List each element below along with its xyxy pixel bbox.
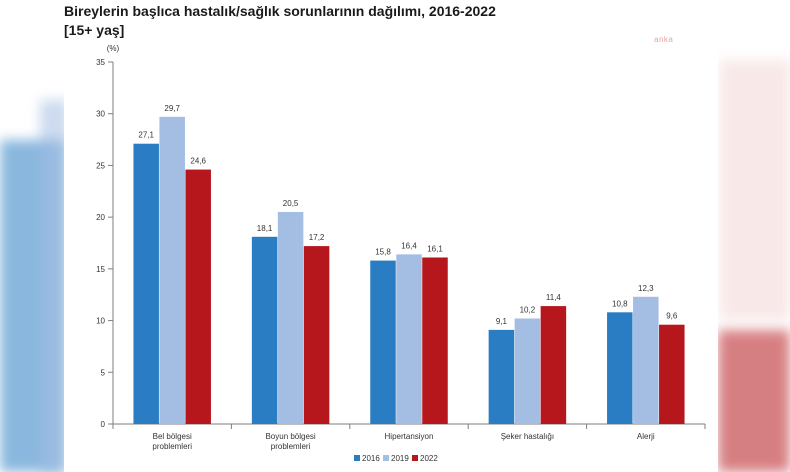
bar-2016: [133, 143, 159, 425]
x-category-label: Boyun bölgesi: [265, 432, 315, 441]
legend-label: 2019: [391, 454, 409, 463]
watermark-logo: anka: [654, 35, 674, 44]
bar-2022: [303, 246, 330, 424]
y-tick-label: 20: [96, 213, 105, 222]
bar-value-label: 10,8: [612, 299, 628, 308]
background-blur-right: [718, 330, 790, 472]
bar-2019: [514, 318, 541, 424]
y-tick-label: 25: [96, 161, 105, 170]
bar-value-label: 24,6: [190, 157, 206, 166]
bar-2016: [370, 260, 396, 424]
y-tick-label: 30: [96, 110, 105, 119]
chart-subtitle: [15+ yaş]: [64, 22, 125, 38]
background-blur-right-light: [720, 60, 790, 320]
y-axis-unit-label: (%): [107, 44, 120, 53]
x-category-label: problemleri: [152, 442, 192, 451]
x-category-label: Bel bölgesi: [153, 432, 192, 441]
bar-2022: [185, 169, 211, 424]
bar-2019: [396, 254, 422, 424]
bar-2022: [422, 257, 448, 424]
chart-title: Bireylerin başlıca hastalık/sağlık sorun…: [64, 3, 496, 19]
bar-2022: [540, 306, 567, 424]
y-tick-label: 35: [96, 58, 105, 67]
x-category-label: Şeker hastalığı: [501, 432, 554, 441]
legend-swatch-2019: [383, 455, 389, 461]
legend-label: 2022: [420, 454, 438, 463]
x-category-label: problemleri: [271, 442, 311, 451]
y-tick-label: 5: [101, 368, 106, 377]
bar-2022: [659, 324, 685, 424]
bar-value-label: 9,6: [666, 312, 678, 321]
bar-value-label: 16,4: [401, 241, 417, 250]
bar-2016: [251, 236, 278, 424]
legend-label: 2016: [362, 454, 380, 463]
bar-value-label: 12,3: [638, 284, 654, 293]
bar-value-label: 17,2: [309, 233, 325, 242]
legend-swatch-2022: [412, 455, 418, 461]
bar-value-label: 29,7: [164, 104, 180, 113]
x-category-label: Alerji: [637, 432, 655, 441]
background-blur-left-light: [40, 100, 68, 472]
x-category-label: Hipertansiyon: [385, 432, 434, 441]
bar-2019: [633, 296, 659, 424]
y-tick-label: 15: [96, 265, 105, 274]
bar-2016: [607, 312, 633, 424]
bar-value-label: 16,1: [427, 244, 443, 253]
bar-value-label: 15,8: [375, 248, 391, 257]
bar-value-label: 20,5: [283, 199, 299, 208]
bar-value-label: 27,1: [138, 131, 154, 140]
y-tick-label: 0: [101, 420, 106, 429]
bar-2019: [159, 116, 185, 425]
bar-value-label: 18,1: [257, 224, 273, 233]
y-tick-label: 10: [96, 317, 105, 326]
bar-value-label: 10,2: [520, 306, 536, 315]
legend-swatch-2016: [354, 455, 360, 461]
bar-2019: [277, 211, 304, 424]
bar-value-label: 9,1: [496, 317, 508, 326]
bar-2016: [488, 329, 515, 424]
bar-value-label: 11,4: [546, 293, 562, 302]
